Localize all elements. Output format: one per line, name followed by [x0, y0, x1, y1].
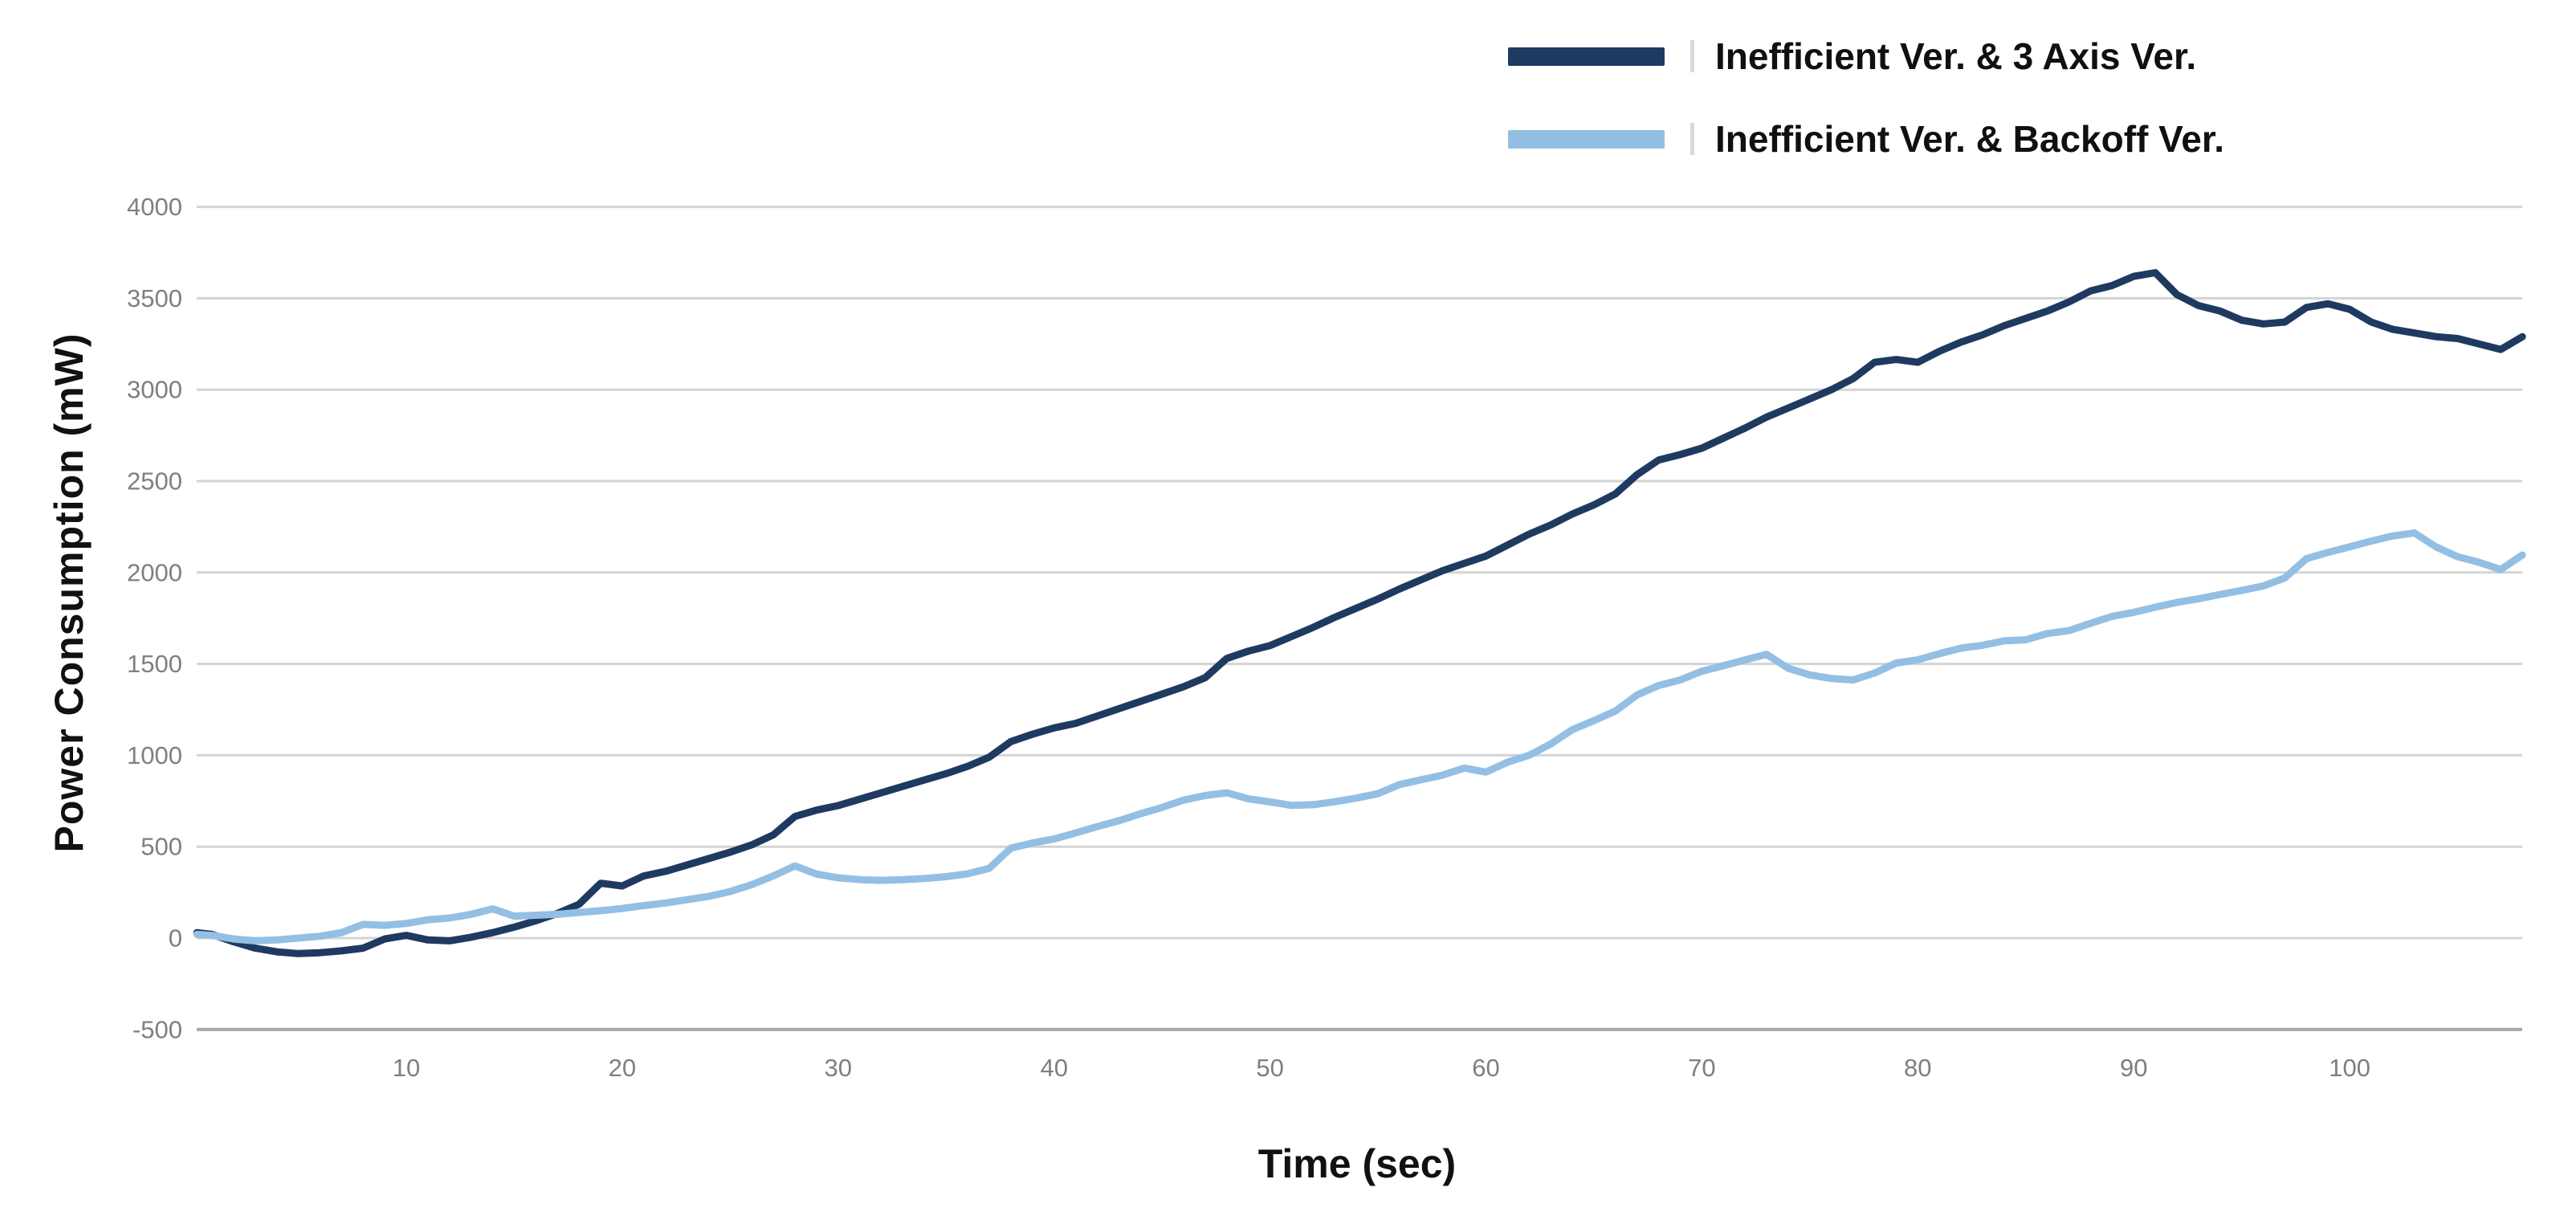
y-tick-label-3500: 3500 [127, 284, 182, 312]
series-line-3axis [193, 269, 2526, 957]
legend-divider [1690, 123, 1694, 155]
x-tick-label-60: 60 [1472, 1054, 1499, 1082]
legend: Inefficient Ver. & 3 Axis Ver. Inefficie… [1508, 32, 2224, 198]
x-tick-label-80: 80 [1904, 1054, 1931, 1082]
legend-divider [1690, 40, 1694, 72]
y-tick-label-2500: 2500 [127, 467, 182, 496]
x-tick-label-10: 10 [393, 1054, 420, 1082]
legend-swatch-backoff-icon [1508, 129, 1665, 149]
y-axis-title: Power Consumption (mW) [47, 333, 92, 853]
x-tick-label-30: 30 [825, 1054, 852, 1082]
y-tick-label-0: 0 [169, 924, 182, 953]
y-tick-label--500: -500 [132, 1015, 182, 1043]
x-tick-label-100: 100 [2329, 1054, 2370, 1082]
legend-label-backoff: Inefficient Ver. & Backoff Ver. [1715, 118, 2225, 160]
series-line-backoff [193, 529, 2526, 945]
x-tick-label-40: 40 [1040, 1054, 1067, 1082]
legend-item-backoff: Inefficient Ver. & Backoff Ver. [1508, 115, 2224, 163]
y-tick-label-3000: 3000 [127, 376, 182, 404]
y-tick-label-4000: 4000 [127, 193, 182, 221]
x-axis-title: Time (sec) [1257, 1141, 1457, 1186]
y-tick-label-1000: 1000 [127, 741, 182, 769]
legend-label-3axis: Inefficient Ver. & 3 Axis Ver. [1715, 35, 2197, 77]
x-tick-label-50: 50 [1256, 1054, 1283, 1082]
y-tick-label-1500: 1500 [127, 650, 182, 678]
legend-item-3axis: Inefficient Ver. & 3 Axis Ver. [1508, 32, 2224, 80]
y-tick-label-500: 500 [141, 833, 182, 861]
y-tick-label-2000: 2000 [127, 558, 182, 586]
x-tick-label-70: 70 [1688, 1054, 1715, 1082]
x-tick-label-20: 20 [609, 1054, 636, 1082]
legend-swatch-3axis-icon [1508, 47, 1665, 66]
x-tick-label-90: 90 [2120, 1054, 2147, 1082]
